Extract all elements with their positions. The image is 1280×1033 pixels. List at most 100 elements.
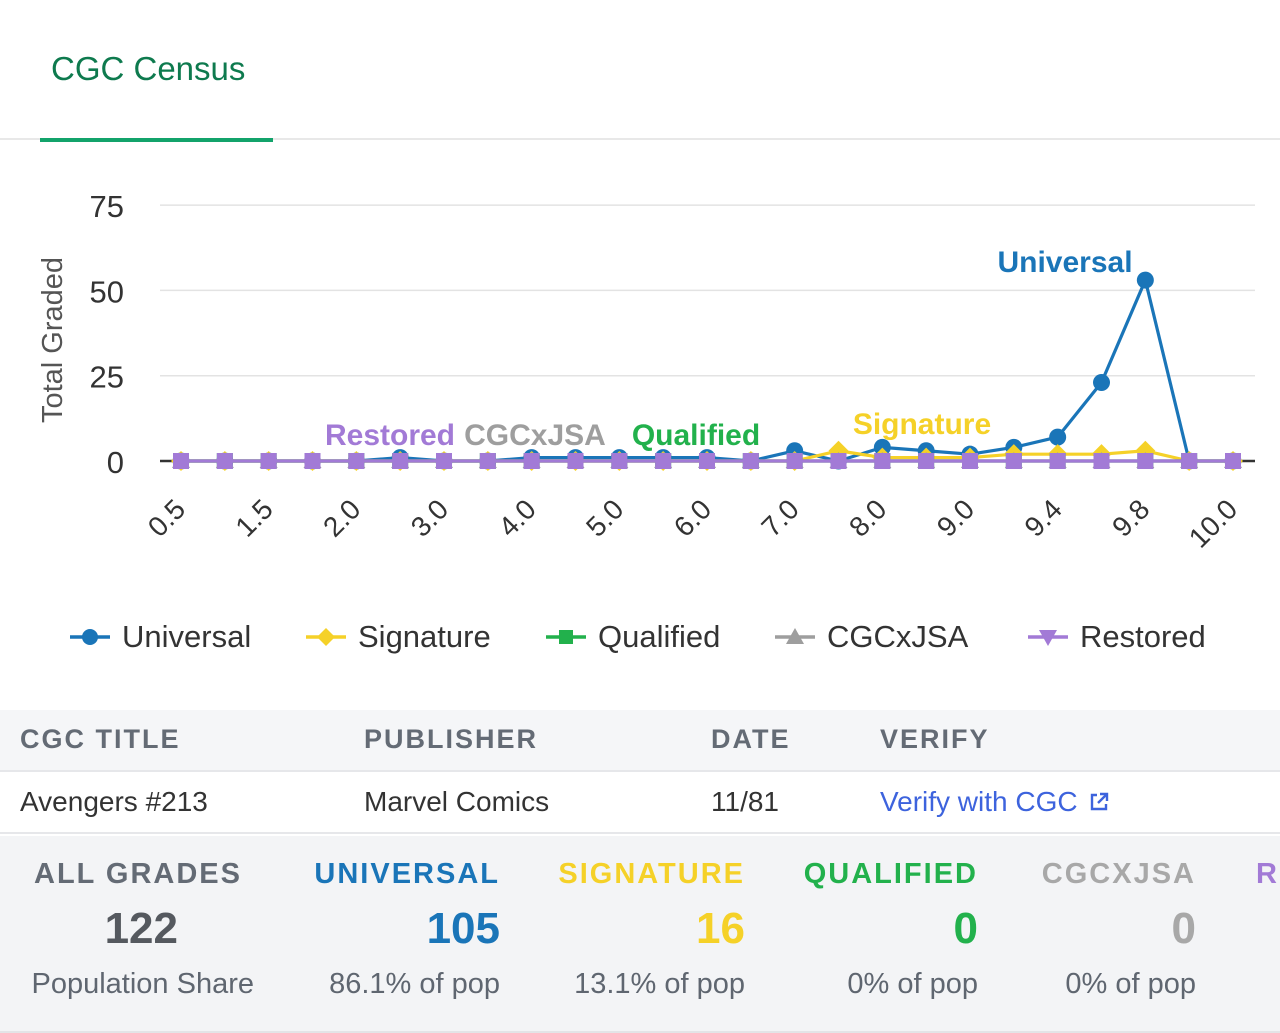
stat-universal-sub: 86.1% of pop <box>329 968 500 1000</box>
data-point <box>1181 453 1198 469</box>
x-tick-label: 8.0 <box>843 493 892 542</box>
y-axis-label: Total Graded <box>37 257 69 423</box>
tab-label: CGC Census <box>51 50 246 87</box>
date-value: 11/81 <box>711 786 779 817</box>
legend-label: Universal <box>122 619 252 654</box>
stat-cgcxjsa-label: CGCXJSA <box>1041 858 1196 890</box>
data-point <box>392 453 409 469</box>
data-point <box>1093 453 1110 469</box>
title-value: Avengers #213 <box>20 786 208 817</box>
stat-all-grades-sub: Population Share <box>31 968 255 1000</box>
x-tick-label: 5.0 <box>580 493 629 542</box>
data-point <box>918 453 935 469</box>
data-point <box>1225 453 1241 469</box>
verify-link-label: Verify with CGC <box>880 786 1078 817</box>
legend-item-restored[interactable]: Restored <box>1028 612 1206 662</box>
x-tick-label: 9.4 <box>1018 493 1067 542</box>
data-point <box>348 453 365 469</box>
y-tick-label: 75 <box>90 189 124 224</box>
header-cgc-title: CGC TITLE <box>20 724 181 754</box>
data-point <box>830 453 847 469</box>
data-point <box>1137 453 1154 469</box>
table-header: CGC TITLE PUBLISHER DATE VERIFY <box>0 710 1280 772</box>
data-point <box>1093 374 1110 392</box>
legend-marker-icon <box>1028 630 1068 646</box>
data-point <box>304 453 321 469</box>
x-tick-label: 9.0 <box>931 493 980 542</box>
stat-cgcxjsa-value: 0 <box>1171 904 1196 953</box>
stat-all-grades-value: 122 <box>104 904 178 953</box>
data-point <box>873 438 891 456</box>
chart-axes: 0 25 50 75 Total Graded 0.5 1.5 2.0 3.0 4.0 5.0 6.0… <box>37 189 1243 554</box>
series-restored <box>173 453 1241 469</box>
tab-bar: CGC Census <box>0 0 1280 142</box>
legend-label: Signature <box>358 619 491 654</box>
stat-qualified-sub: 0% of pop <box>847 968 978 1000</box>
data-point <box>786 453 803 469</box>
stat-signature-label: SIGNATURE <box>558 858 745 890</box>
x-tick-label: 10.0 <box>1183 493 1243 553</box>
publisher-value: Marvel Comics <box>364 786 550 817</box>
data-point <box>699 453 715 469</box>
annotation-universal: Universal <box>997 246 1132 279</box>
data-point <box>1005 453 1022 469</box>
data-point <box>567 453 584 469</box>
data-point <box>1049 453 1066 469</box>
stat-all-grades-label: ALL GRADES <box>34 858 242 890</box>
data-point <box>173 453 189 469</box>
stat-universal-value: 105 <box>426 904 500 953</box>
legend-label: Restored <box>1080 619 1206 654</box>
stat-signature-sub: 13.1% of pop <box>574 968 745 1000</box>
stat-restored-label: RESTORED <box>1256 858 1280 890</box>
data-point <box>611 453 628 469</box>
x-tick-label: 9.8 <box>1106 493 1155 542</box>
legend-label: Qualified <box>598 619 721 654</box>
chart-annotations: Universal Signature Qualified CGCxJSA Restor… <box>325 246 1133 452</box>
annotation-qualified: Qualified <box>632 419 760 452</box>
x-tick-label: 0.5 <box>142 493 191 542</box>
data-point <box>1136 271 1154 289</box>
x-tick-label: 4.0 <box>492 493 541 542</box>
header-publisher: PUBLISHER <box>364 724 539 754</box>
legend-item-qualified[interactable]: Qualified <box>546 612 720 662</box>
legend-marker-icon <box>546 630 586 644</box>
chart-series <box>171 271 1243 471</box>
tab-cgc-census[interactable]: CGC Census <box>40 0 273 142</box>
data-point <box>523 453 540 469</box>
external-link-icon <box>1090 792 1108 811</box>
data-point <box>216 453 233 469</box>
x-tick-label: 1.5 <box>229 493 278 542</box>
annotation-cgcxjsa: CGCxJSA <box>464 419 606 452</box>
annotation-signature: Signature <box>853 408 991 441</box>
stat-signature-value: 16 <box>696 904 745 953</box>
x-tick-label: 2.0 <box>317 493 366 542</box>
legend-marker-icon <box>70 629 110 645</box>
y-tick-label: 0 <box>107 445 124 480</box>
stat-qualified-label: QUALIFIED <box>803 858 978 890</box>
table-row: Avengers #213 Marvel Comics 11/81 Verify… <box>0 772 1280 834</box>
title-info-table: CGC TITLE PUBLISHER DATE VERIFY Avengers… <box>0 710 1280 834</box>
census-line-chart: 0 25 50 75 Total Graded 0.5 1.5 2.0 3.0 4.0 5.0 6.0… <box>37 189 1255 554</box>
data-point <box>742 453 759 469</box>
y-tick-label: 50 <box>90 274 124 309</box>
header-date: DATE <box>711 724 791 754</box>
legend-marker-icon <box>775 628 815 644</box>
tab-active-indicator <box>40 138 273 142</box>
data-point <box>260 453 277 469</box>
data-point <box>655 453 672 469</box>
data-point <box>1049 428 1067 446</box>
legend-marker-icon <box>306 628 346 646</box>
verify-with-cgc-link[interactable]: Verify with CGC <box>880 786 1110 818</box>
legend-item-cgcxjsa[interactable]: CGCxJSA <box>775 612 968 662</box>
chart-legend: Universal Signature Qualified CGCxJSA Restor… <box>0 612 1280 662</box>
legend-item-signature[interactable]: Signature <box>306 612 491 662</box>
legend-label: CGCxJSA <box>827 619 969 654</box>
population-stats: ALL GRADES 122 Population Share UNIVERSA… <box>0 836 1280 1033</box>
legend-item-universal[interactable]: Universal <box>70 612 251 662</box>
y-tick-label: 25 <box>90 360 124 395</box>
data-point <box>436 453 452 469</box>
data-point <box>962 453 978 469</box>
data-point <box>479 453 496 469</box>
x-tick-label: 7.0 <box>755 493 804 542</box>
x-tick-label: 6.0 <box>668 493 717 542</box>
